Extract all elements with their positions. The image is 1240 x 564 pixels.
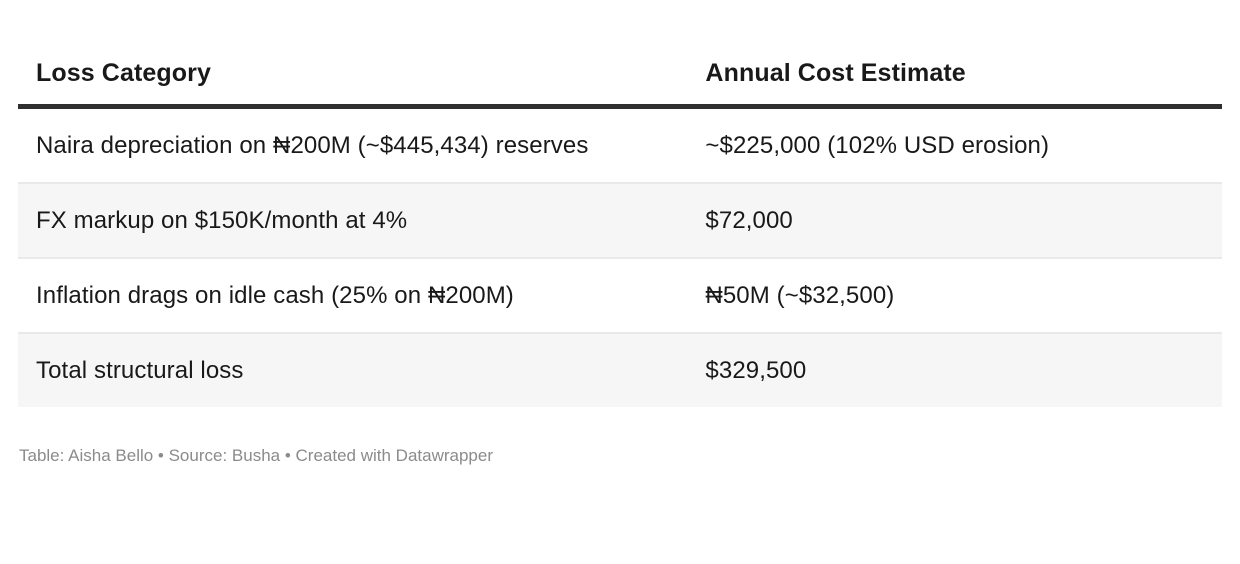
table-row: FX markup on $150K/month at 4% $72,000 [18, 182, 1222, 258]
cell-cost-inflation-drag: ₦50M (~$32,500) [687, 257, 1222, 333]
cell-category-fx-markup: FX markup on $150K/month at 4% [18, 182, 688, 258]
cell-category-inflation-drag: Inflation drags on idle cash (25% on ₦20… [18, 257, 688, 333]
table-attribution: Table: Aisha Bello • Source: Busha • Cre… [19, 446, 493, 465]
cell-category-total-structural-loss: Total structural loss [18, 332, 688, 407]
loss-cost-table: Loss Category Annual Cost Estimate Naira… [18, 40, 1222, 407]
table-header-row: Loss Category Annual Cost Estimate [18, 40, 1222, 109]
cell-cost-fx-markup: $72,000 [687, 182, 1222, 258]
table-row: Naira depreciation on ₦200M (~$445,434) … [18, 107, 1222, 184]
table-row: Inflation drags on idle cash (25% on ₦20… [18, 257, 1222, 333]
column-header-loss-category: Loss Category [18, 40, 688, 109]
cell-cost-total-structural-loss: $329,500 [687, 332, 1222, 407]
column-header-annual-cost-estimate: Annual Cost Estimate [687, 40, 1222, 109]
cell-category-naira-depreciation: Naira depreciation on ₦200M (~$445,434) … [36, 132, 589, 159]
cell-cost-naira-depreciation: ~$225,000 (102% USD erosion) [705, 132, 1050, 159]
datawrapper-table-page: Loss Category Annual Cost Estimate Naira… [0, 40, 1240, 564]
table-row: Total structural loss $329,500 [18, 332, 1222, 407]
